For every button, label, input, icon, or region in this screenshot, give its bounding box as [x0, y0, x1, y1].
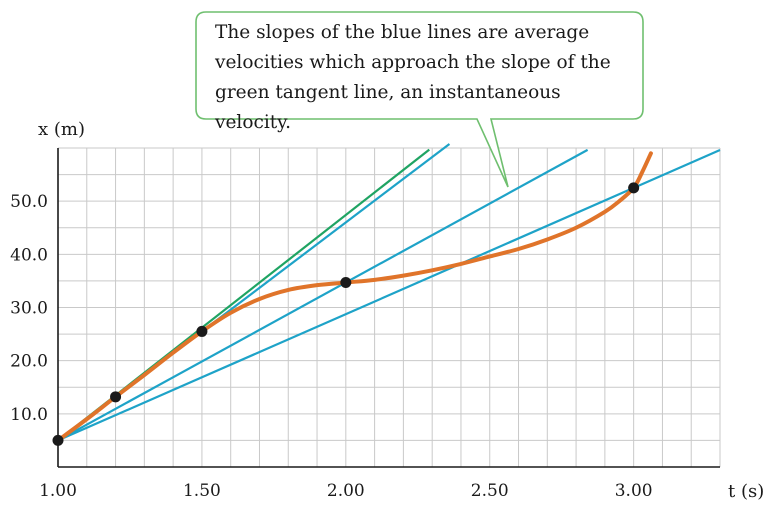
grid: [58, 147, 721, 467]
x-tick-label: 1.00: [39, 481, 77, 501]
y-tick-label: 50.0: [10, 192, 48, 212]
callout-text: The slopes of the blue lines are average…: [215, 18, 635, 138]
callout: [195, 11, 644, 188]
callout-line-1: The slopes of the blue lines are average: [215, 22, 590, 43]
data-point: [628, 182, 640, 194]
velocity-lines: [57, 143, 721, 442]
y-axis-label: x (m): [38, 119, 85, 140]
callout-line-3: green tangent line, an instantaneous vel…: [215, 82, 561, 133]
x-tick-label: 2.50: [471, 481, 509, 501]
callout-box: [195, 11, 644, 188]
position-curve-path: [56, 151, 653, 443]
data-points: [52, 182, 640, 446]
y-tick-label: 10.0: [10, 405, 48, 425]
position-curve: [56, 151, 653, 443]
data-point: [340, 277, 352, 289]
x-tick-label: 1.50: [183, 481, 221, 501]
x-tick-label: 2.00: [327, 481, 365, 501]
y-tick-label: 30.0: [10, 299, 48, 319]
average-velocity-line-2: [57, 148, 589, 442]
data-point: [196, 325, 208, 337]
axes: [57, 148, 720, 468]
y-tick-label: 20.0: [10, 352, 48, 372]
callout-line-2: velocities which approach the slope of t…: [215, 52, 611, 73]
tick-labels: 1.00 1.50 2.00 2.50 3.00 10.0 20.0 30.0 40.0 50.0: [10, 192, 652, 501]
y-tick-label: 40.0: [10, 245, 48, 265]
x-tick-label: 3.00: [615, 481, 653, 501]
x-axis-label: t (s): [728, 481, 764, 502]
average-velocity-line-3: [57, 148, 721, 442]
data-point: [110, 391, 122, 403]
